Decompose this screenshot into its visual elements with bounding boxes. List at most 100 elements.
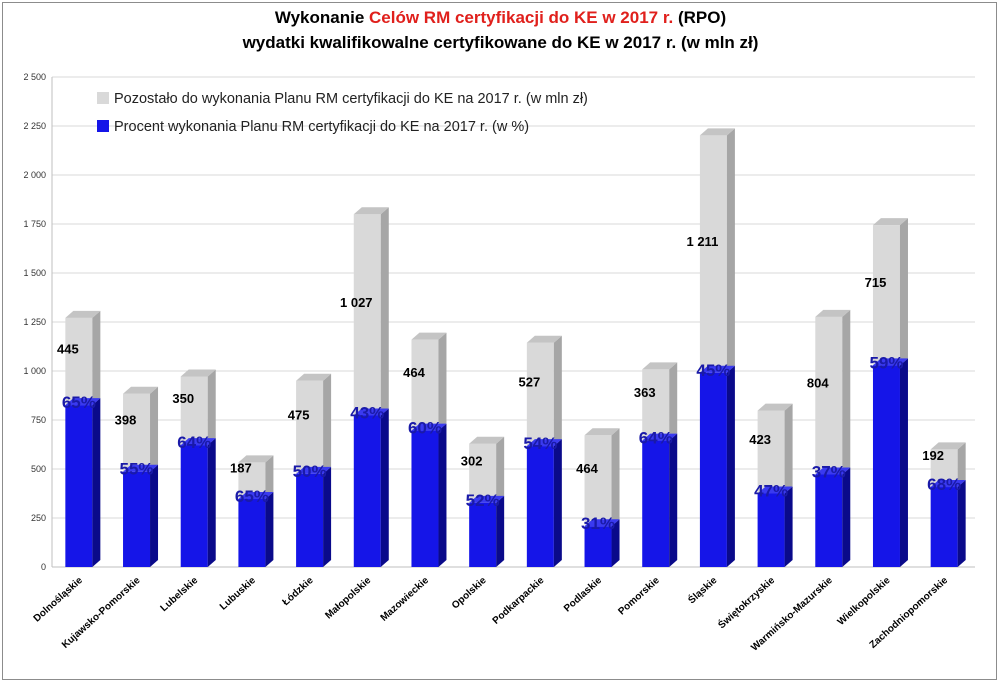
bar-remaining <box>180 369 216 446</box>
bar-done <box>296 466 332 567</box>
bar-remaining-face <box>815 316 843 475</box>
bar-done-face <box>872 365 900 567</box>
remaining-label: 1 211 <box>686 234 718 249</box>
bar-remaining-face <box>65 317 93 406</box>
remaining-label: 804 <box>807 376 829 391</box>
category-label: Podlaskie <box>562 575 604 615</box>
percent-label: 31% <box>581 514 615 533</box>
category-label: Lubuskie <box>218 575 258 613</box>
title-part-red: Celów RM certyfikacji do KE w 2017 r. <box>369 8 674 27</box>
y-tick-label: 750 <box>31 415 46 425</box>
percent-label: 50% <box>293 462 327 481</box>
bar-remaining-face <box>469 443 497 503</box>
bar-remaining <box>699 128 735 373</box>
bar-remaining-face <box>872 225 900 366</box>
bar-remaining <box>238 455 274 499</box>
percent-label: 65% <box>62 393 96 412</box>
bar-done-side <box>323 466 332 567</box>
bar-remaining-face <box>180 376 208 446</box>
y-tick-label: 2 250 <box>23 121 46 131</box>
bar-done-side <box>553 439 562 567</box>
category-label: Opolskie <box>450 575 489 612</box>
bar-remaining <box>872 218 908 366</box>
bar-remaining <box>469 436 505 503</box>
bar-remaining <box>123 386 159 472</box>
bar-done-side <box>438 423 447 567</box>
remaining-label: 445 <box>57 341 79 356</box>
bar-done <box>872 358 908 567</box>
bar-remaining-top <box>180 369 216 377</box>
bars <box>65 128 966 567</box>
bar-done <box>65 398 101 567</box>
bar-done-top <box>411 423 447 431</box>
bar-done-face <box>699 372 727 567</box>
bar-remaining-side <box>669 362 678 441</box>
remaining-label: 464 <box>576 461 598 476</box>
remaining-label: 1 027 <box>340 295 373 310</box>
remaining-label: 350 <box>172 391 194 406</box>
legend-swatch-percent <box>97 120 109 132</box>
bar-remaining-face <box>526 342 554 447</box>
y-tick-label: 1 500 <box>23 268 46 278</box>
bar-remaining-side <box>899 218 908 366</box>
bar-done-top <box>584 519 620 527</box>
bar-remaining-side <box>726 128 735 373</box>
bar-remaining <box>65 310 101 406</box>
bar-done-side <box>726 365 735 567</box>
bar-done <box>353 408 389 567</box>
bar-done-top <box>353 408 389 416</box>
bar-done-top <box>180 438 216 446</box>
bar-done-top <box>757 486 793 494</box>
bar-done-top <box>642 433 678 441</box>
bar-remaining-top <box>411 332 447 340</box>
y-tick-label: 2 000 <box>23 170 46 180</box>
bar-done-face <box>930 487 958 567</box>
bar-remaining-face <box>353 214 381 416</box>
bar-remaining-side <box>842 309 851 475</box>
bar-done-top <box>526 439 562 447</box>
percent-label: 60% <box>408 419 442 438</box>
bar-remaining-top <box>123 386 159 394</box>
bar-done-side <box>842 467 851 567</box>
bar-done-side <box>784 486 793 567</box>
bar-done-face <box>296 473 324 567</box>
bar-remaining <box>526 335 562 447</box>
remaining-label: 187 <box>230 461 252 476</box>
percent-label: 68% <box>927 475 961 494</box>
bar-remaining-face <box>411 339 439 431</box>
bar-done-face <box>642 440 670 567</box>
bar-remaining-face <box>642 369 670 441</box>
percent-label: 64% <box>639 429 673 448</box>
remaining-label: 475 <box>288 407 310 422</box>
title-part-2: (RPO) <box>673 8 727 27</box>
bar-remaining-top <box>469 436 505 444</box>
bar-done <box>642 433 678 567</box>
legend-label-percent: Procent wykonania Planu RM certyfikacji … <box>114 119 529 135</box>
bar-done-face <box>526 446 554 567</box>
percent-label: 65% <box>235 487 269 506</box>
bar-done <box>180 438 216 567</box>
remaining-label: 527 <box>518 374 540 389</box>
bar-remaining-side <box>265 455 274 499</box>
bar-done-face <box>757 493 785 567</box>
bar-remaining-top <box>526 335 562 343</box>
bar-done-side <box>496 495 505 567</box>
bar-done <box>930 480 966 567</box>
bar-remaining-face <box>296 380 324 474</box>
percent-label: 54% <box>523 434 557 453</box>
bar-remaining-top <box>815 309 851 317</box>
percent-label: 52% <box>466 491 500 510</box>
y-tick-label: 250 <box>31 513 46 523</box>
bar-remaining-top <box>238 455 274 463</box>
bar-done <box>815 467 851 567</box>
title-part-1: Wykonanie <box>274 8 370 27</box>
bar-remaining-side <box>207 369 216 446</box>
category-label: Świętokrzyskie <box>715 573 777 631</box>
bar-done-top <box>930 480 966 488</box>
remaining-label: 363 <box>634 385 656 400</box>
bar-done-side <box>207 438 216 567</box>
bar-remaining-side <box>957 442 966 488</box>
bar-done-face <box>469 502 497 567</box>
category-label: Małopolskie <box>323 575 373 622</box>
bar-remaining <box>584 428 620 527</box>
